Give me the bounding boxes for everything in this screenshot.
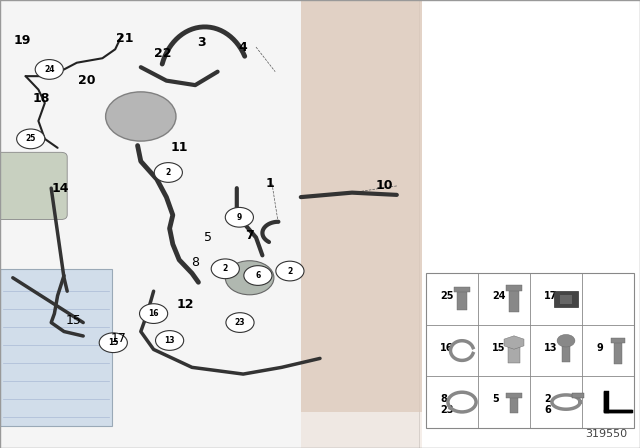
Text: 25: 25 — [26, 134, 36, 143]
Text: 23: 23 — [235, 318, 245, 327]
Circle shape — [276, 261, 304, 281]
Bar — [506, 285, 522, 291]
Circle shape — [99, 333, 127, 353]
Bar — [509, 396, 518, 413]
Text: 3: 3 — [197, 36, 206, 49]
Bar — [604, 391, 609, 413]
Text: 25: 25 — [440, 291, 454, 302]
Bar — [554, 291, 577, 307]
Circle shape — [211, 259, 239, 279]
Bar — [0, 0, 419, 448]
Bar — [572, 393, 584, 399]
FancyBboxPatch shape — [0, 152, 67, 220]
Circle shape — [140, 304, 168, 323]
Text: 7: 7 — [245, 228, 254, 242]
Text: 16: 16 — [440, 343, 454, 353]
Text: 9: 9 — [596, 343, 603, 353]
Text: 8: 8 — [191, 255, 199, 269]
Text: 5: 5 — [204, 231, 212, 244]
Bar — [506, 393, 522, 398]
Text: 9: 9 — [237, 213, 242, 222]
Bar — [454, 287, 470, 293]
Bar — [611, 339, 625, 344]
Circle shape — [17, 129, 45, 149]
Bar — [561, 344, 570, 362]
Text: 12: 12 — [177, 298, 195, 311]
Text: 18: 18 — [33, 92, 51, 105]
Bar — [604, 409, 632, 413]
Text: 2: 2 — [287, 267, 292, 276]
Bar — [508, 345, 520, 363]
Text: 8
23: 8 23 — [440, 394, 454, 415]
Circle shape — [156, 331, 184, 350]
Polygon shape — [504, 336, 524, 349]
Text: 21: 21 — [116, 31, 134, 45]
Circle shape — [106, 92, 176, 141]
Text: 24: 24 — [44, 65, 54, 74]
Text: 2: 2 — [166, 168, 171, 177]
Text: 20: 20 — [77, 74, 95, 87]
Text: 14: 14 — [52, 181, 70, 195]
Circle shape — [225, 207, 253, 227]
Text: 16: 16 — [148, 309, 159, 318]
Text: 10: 10 — [375, 179, 393, 193]
Text: 17: 17 — [544, 291, 557, 302]
Text: 15: 15 — [108, 338, 118, 347]
Bar — [301, 0, 422, 412]
Text: 11: 11 — [170, 141, 188, 155]
Text: 15: 15 — [66, 314, 81, 327]
Bar — [614, 342, 623, 364]
Text: 22: 22 — [154, 47, 172, 60]
Circle shape — [154, 163, 182, 182]
Text: 319550: 319550 — [585, 429, 627, 439]
Text: 6: 6 — [255, 271, 260, 280]
Circle shape — [557, 334, 575, 347]
Text: 13: 13 — [164, 336, 175, 345]
Bar — [457, 288, 467, 310]
Text: 19: 19 — [13, 34, 31, 47]
Bar — [559, 295, 572, 304]
Text: 2
6: 2 6 — [544, 394, 551, 415]
Bar — [426, 273, 634, 428]
Circle shape — [35, 60, 63, 79]
Text: 15: 15 — [492, 343, 506, 353]
Circle shape — [226, 313, 254, 332]
Text: 13: 13 — [544, 343, 557, 353]
Circle shape — [225, 261, 274, 295]
Text: 2: 2 — [223, 264, 228, 273]
Text: 4: 4 — [239, 40, 248, 54]
Bar — [301, 0, 422, 448]
Bar — [0, 269, 112, 426]
Text: 17: 17 — [111, 332, 126, 345]
Circle shape — [244, 266, 272, 285]
Text: 5: 5 — [492, 394, 499, 405]
Text: 1: 1 — [266, 177, 275, 190]
Bar — [509, 288, 519, 313]
Text: 24: 24 — [492, 291, 506, 302]
